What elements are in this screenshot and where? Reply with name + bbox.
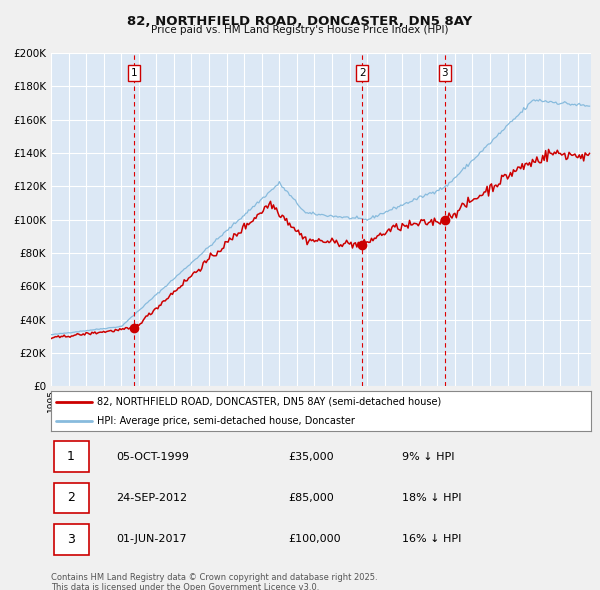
Text: HPI: Average price, semi-detached house, Doncaster: HPI: Average price, semi-detached house,… bbox=[97, 416, 355, 426]
Text: 01-JUN-2017: 01-JUN-2017 bbox=[116, 535, 187, 544]
Text: 1: 1 bbox=[67, 450, 75, 463]
Text: 24-SEP-2012: 24-SEP-2012 bbox=[116, 493, 187, 503]
Text: 82, NORTHFIELD ROAD, DONCASTER, DN5 8AY: 82, NORTHFIELD ROAD, DONCASTER, DN5 8AY bbox=[127, 15, 473, 28]
Text: This data is licensed under the Open Government Licence v3.0.: This data is licensed under the Open Gov… bbox=[51, 583, 319, 590]
Text: 18% ↓ HPI: 18% ↓ HPI bbox=[402, 493, 461, 503]
Text: £100,000: £100,000 bbox=[289, 535, 341, 544]
Text: Contains HM Land Registry data © Crown copyright and database right 2025.: Contains HM Land Registry data © Crown c… bbox=[51, 573, 377, 582]
Text: 16% ↓ HPI: 16% ↓ HPI bbox=[402, 535, 461, 544]
FancyBboxPatch shape bbox=[54, 483, 89, 513]
Text: 9% ↓ HPI: 9% ↓ HPI bbox=[402, 452, 455, 461]
Text: 2: 2 bbox=[67, 491, 75, 504]
Text: 2: 2 bbox=[359, 68, 365, 78]
Text: £35,000: £35,000 bbox=[289, 452, 334, 461]
Text: 1: 1 bbox=[131, 68, 138, 78]
FancyBboxPatch shape bbox=[54, 524, 89, 555]
Text: 05-OCT-1999: 05-OCT-1999 bbox=[116, 452, 188, 461]
Text: Price paid vs. HM Land Registry's House Price Index (HPI): Price paid vs. HM Land Registry's House … bbox=[151, 25, 449, 35]
Text: £85,000: £85,000 bbox=[289, 493, 334, 503]
Text: 82, NORTHFIELD ROAD, DONCASTER, DN5 8AY (semi-detached house): 82, NORTHFIELD ROAD, DONCASTER, DN5 8AY … bbox=[97, 397, 441, 407]
Text: 3: 3 bbox=[67, 533, 75, 546]
Text: 3: 3 bbox=[442, 68, 448, 78]
FancyBboxPatch shape bbox=[54, 441, 89, 472]
